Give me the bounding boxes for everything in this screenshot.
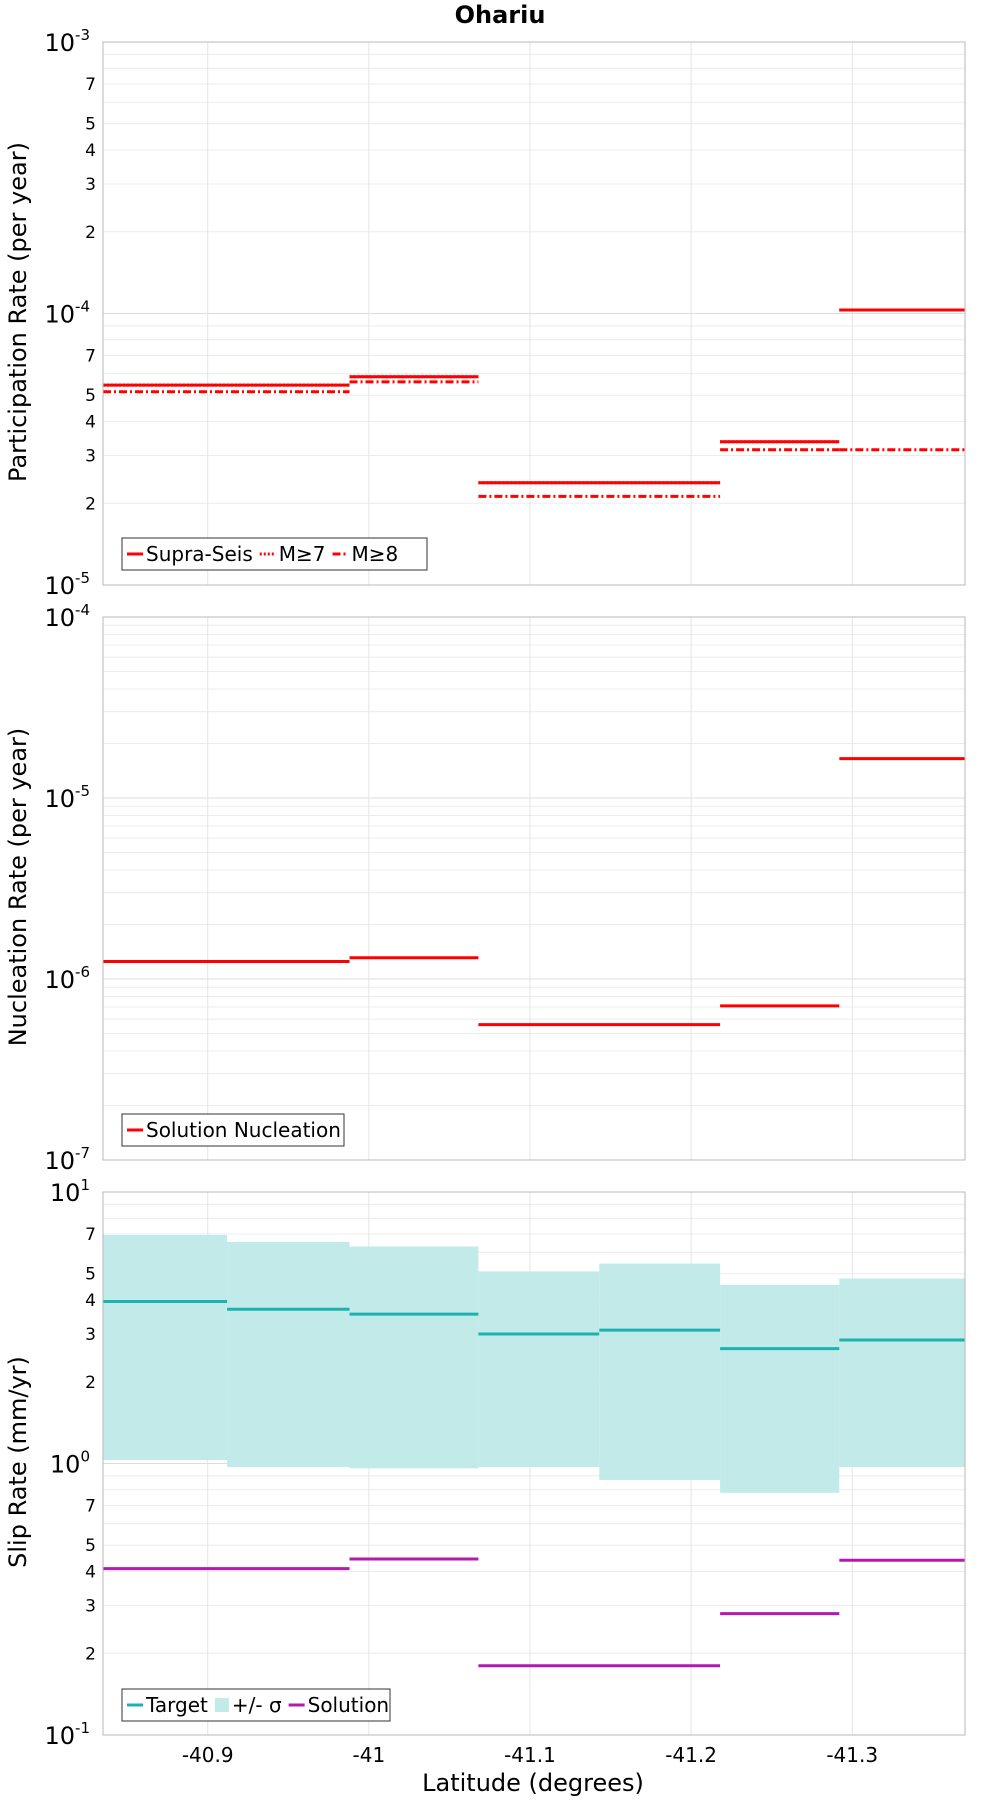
- legend-label: Solution Nucleation: [146, 1118, 341, 1142]
- sigma-band: [839, 1278, 965, 1468]
- legend-label: Target: [145, 1693, 208, 1717]
- y-tick-label: 7: [85, 347, 96, 367]
- y-tick-label: 100: [50, 1448, 90, 1479]
- y-tick-label: 10-4: [44, 601, 90, 632]
- x-tick-label: -41: [353, 1743, 386, 1767]
- y-tick-label: 2: [85, 1373, 96, 1393]
- series-target: [103, 1300, 965, 1351]
- y-tick-label: 10-4: [44, 298, 90, 329]
- legend: Solution Nucleation: [121, 1113, 345, 1147]
- plot-frame: [102, 616, 966, 1161]
- y-tick-label: 5: [85, 115, 96, 135]
- y-tick-label: 5: [85, 386, 96, 406]
- y-tick-label: 3: [85, 446, 96, 466]
- slip-rate-axis-label: Slip Rate (mm/yr): [4, 1356, 32, 1568]
- series-m-7: [103, 308, 965, 485]
- legend-label: Supra-Seis: [146, 542, 253, 566]
- y-tick-label: 3: [85, 175, 96, 195]
- sigma-band: [720, 1284, 840, 1493]
- y-tick-label: 10-5: [44, 569, 90, 600]
- legend-box: [121, 1113, 345, 1147]
- y-tick-label: 10-1: [44, 1719, 90, 1750]
- y-tick-label: 3: [85, 1325, 96, 1345]
- legend: Target +/- σ Solution: [121, 1688, 391, 1722]
- y-tick-label: 3: [85, 1596, 96, 1616]
- legend-swatch: [214, 1698, 229, 1712]
- y-tick-label: 2: [85, 1644, 96, 1664]
- y-tick-label: 5: [85, 1536, 96, 1556]
- legend-label: +/- σ: [232, 1693, 282, 1717]
- series-solution-nucleation: [103, 757, 965, 1027]
- x-tick-label: -41.2: [665, 1743, 717, 1767]
- sigma-band: [599, 1263, 721, 1480]
- y-tick-label: 2: [85, 494, 96, 514]
- x-tick-label: -41.3: [826, 1743, 878, 1767]
- legend-box: [121, 537, 428, 571]
- y-tick-label: 4: [85, 141, 96, 161]
- x-tick-label: -41.1: [504, 1743, 556, 1767]
- y-tick-label: 4: [85, 1563, 96, 1583]
- chart-title: Ohariu: [455, 1, 546, 29]
- legend-label: Solution: [308, 1693, 389, 1717]
- y-tick-label: 10-7: [44, 1144, 90, 1175]
- y-tick-label: 7: [85, 1225, 96, 1245]
- plot-frame: [102, 1191, 966, 1736]
- y-tick-label: 7: [85, 1497, 96, 1517]
- y-tick-label: 10-5: [44, 782, 90, 813]
- legend-label: M≥7: [279, 542, 326, 566]
- participation-rate-panel: 10-5 2 3 4 5 7 10-4 2 3 4 5 7 10-3 Supra-Seis M≥7 M≥8: [44, 26, 966, 600]
- legend: Supra-Seis M≥7 M≥8: [121, 537, 428, 571]
- participation-rate-axis-label: Participation Rate (per year): [4, 142, 32, 482]
- y-tick-label: 5: [85, 1265, 96, 1285]
- sigma-band: [103, 1234, 228, 1461]
- y-tick-label: 101: [50, 1176, 90, 1207]
- legend-box: [121, 1688, 391, 1722]
- x-tick-label: -40.9: [182, 1743, 234, 1767]
- y-tick-label: 7: [85, 75, 96, 95]
- series-solution: [103, 1557, 965, 1668]
- sigma-band: [478, 1271, 600, 1468]
- y-tick-label: 4: [85, 1291, 96, 1311]
- plot-area: [103, 617, 965, 1160]
- legend-label: M≥8: [352, 542, 399, 566]
- nucleation-rate-panel: 10-7 10-6 10-5 10-4 Solution Nucleation: [44, 601, 966, 1175]
- y-tick-label: 2: [85, 223, 96, 243]
- grid: [103, 42, 965, 586]
- sigma-band: [349, 1246, 479, 1469]
- series-m-8: [103, 380, 965, 498]
- nucleation-rate-axis-label: Nucleation Rate (per year): [4, 728, 32, 1047]
- y-tick-label: 10-3: [44, 26, 90, 57]
- x-axis-label: Latitude (degrees): [422, 1769, 644, 1797]
- y-tick-label: 4: [85, 413, 96, 433]
- plot-frame: [102, 41, 966, 586]
- sigma-band: [227, 1241, 350, 1468]
- y-tick-label: 10-6: [44, 963, 90, 994]
- slip-rate-panel: 10-1 2 3 4 5 7 100 2 3 4 5 7 101 -40.9 -41 -41.1 -41.2 -4…: [44, 1176, 966, 1767]
